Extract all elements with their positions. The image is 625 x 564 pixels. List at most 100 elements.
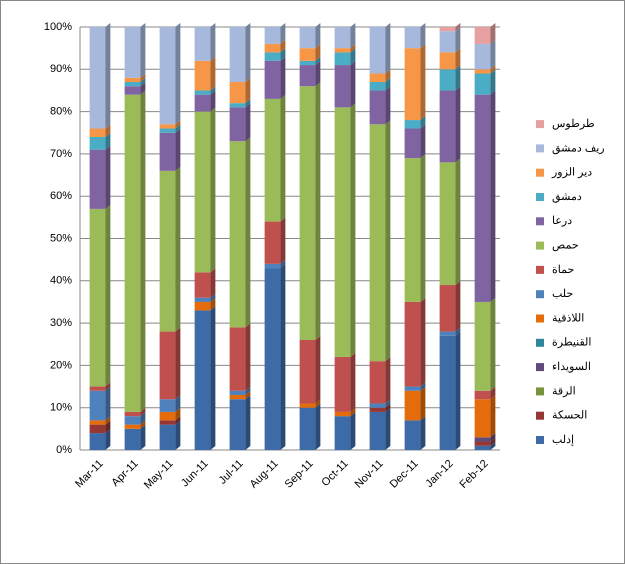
bar-side — [280, 39, 286, 53]
bar-side — [455, 27, 461, 53]
bar-side — [315, 399, 321, 408]
bar-side — [490, 65, 496, 74]
legend-label: اللاذقية — [552, 312, 584, 324]
y-tick-label: 100% — [44, 21, 72, 33]
bar-side — [175, 327, 181, 400]
bar-side — [490, 433, 496, 442]
legend-label: القنيطرة — [552, 337, 591, 349]
bar-side — [280, 48, 286, 61]
bar-segment — [159, 27, 176, 125]
bar-segment — [124, 27, 141, 78]
bar-segment — [439, 285, 456, 332]
bar-side — [140, 90, 146, 412]
bar-segment — [194, 60, 211, 91]
bar-segment — [404, 120, 421, 129]
bar-segment — [369, 27, 386, 74]
bar-segment — [474, 94, 491, 302]
bar-segment — [369, 407, 386, 412]
bar-side — [455, 48, 461, 70]
bar-segment — [404, 386, 421, 391]
bar-segment — [264, 52, 281, 61]
bar-side — [210, 107, 216, 273]
bar-segment — [474, 445, 491, 450]
bar-side — [385, 403, 391, 412]
bar-side — [210, 86, 216, 95]
bar-side — [490, 69, 496, 95]
bar-segment — [124, 411, 141, 417]
bar-side — [420, 416, 426, 450]
bar-segment — [229, 390, 246, 396]
bar-side — [315, 23, 321, 49]
bar-segment — [404, 301, 421, 387]
bar-side — [105, 204, 111, 387]
bar-side — [280, 264, 286, 450]
bar-side — [175, 395, 181, 412]
legend-label: الحسكة — [552, 410, 587, 422]
bar-segment — [194, 94, 211, 112]
bar-side — [385, 357, 391, 404]
bar-side — [315, 44, 321, 61]
bar-segment — [299, 60, 316, 66]
bar-segment — [89, 136, 106, 150]
bar-segment — [369, 361, 386, 404]
bar-side — [140, 424, 146, 450]
bar-segment — [159, 411, 176, 421]
bar-side — [350, 407, 356, 417]
bar-side — [210, 306, 216, 450]
bar-side — [385, 77, 391, 91]
legend-swatch — [536, 436, 544, 444]
bar-segment — [229, 141, 246, 328]
bar-segment — [89, 128, 106, 137]
bar-segment — [404, 158, 421, 302]
bar-segment — [89, 149, 106, 209]
bar-side — [490, 23, 496, 44]
bar-side — [420, 382, 426, 391]
y-tick-label: 50% — [50, 232, 72, 244]
legend-label: إدلب — [552, 434, 574, 446]
bar-side — [105, 23, 111, 129]
y-tick-label: 60% — [50, 190, 72, 202]
bar-side — [490, 441, 496, 450]
bar-segment — [474, 390, 491, 400]
bar-side — [210, 90, 216, 112]
legend-swatch — [536, 363, 544, 372]
legend-swatch — [536, 217, 544, 226]
bar-segment — [474, 73, 491, 95]
bar-side — [455, 327, 461, 336]
legend-swatch — [536, 411, 544, 420]
legend-swatch — [536, 338, 544, 347]
bar-side — [245, 391, 251, 400]
bar-segment — [159, 132, 176, 171]
y-tick-label: 20% — [50, 359, 72, 371]
legend-label: دمشق — [552, 191, 582, 203]
bar-side — [385, 86, 391, 125]
bar-side — [490, 39, 496, 70]
legend-label: حلب — [552, 288, 573, 300]
bar-segment — [264, 27, 281, 44]
bar-side — [105, 386, 111, 421]
bar-side — [350, 103, 356, 357]
bar-side — [105, 416, 111, 425]
bar-side — [245, 77, 251, 104]
bar-segment — [474, 437, 491, 442]
bar-segment — [439, 27, 456, 32]
bar-side — [350, 61, 356, 108]
bar-side — [210, 268, 216, 298]
bar-side — [210, 293, 216, 302]
bar-segment — [194, 27, 211, 61]
bar-segment — [299, 48, 316, 61]
bar-segment — [474, 399, 491, 438]
bar-segment — [369, 90, 386, 125]
bar-segment — [124, 81, 141, 87]
legend-label: حمص — [552, 240, 579, 252]
bar-side — [315, 336, 321, 404]
bar-segment — [334, 411, 351, 417]
bar-segment — [334, 356, 351, 412]
y-tick-label: 30% — [50, 317, 72, 329]
bar-segment — [229, 107, 246, 142]
legend-label: حماة — [552, 264, 574, 276]
bar-side — [420, 124, 426, 159]
bar-segment — [334, 48, 351, 53]
bar-side — [175, 407, 181, 421]
